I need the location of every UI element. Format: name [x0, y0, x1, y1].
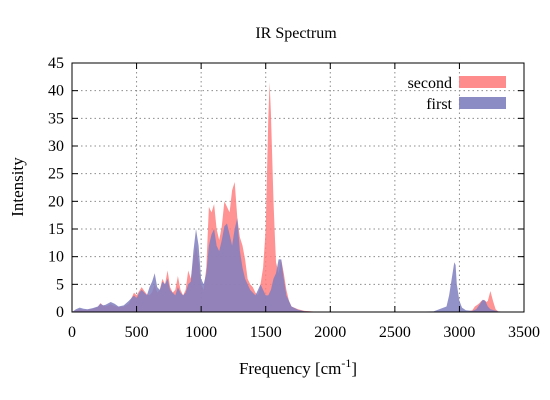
x-tick-labels: 0 500 1000 1500 2000 2500 3000 3500 [68, 324, 540, 341]
y-tick-label: 15 [48, 221, 64, 238]
x-axis-title: Frequency [cm-1] [239, 356, 357, 378]
axis-ticks [71, 62, 525, 313]
x-tick-label: 3500 [508, 324, 540, 341]
legend-swatch-second [459, 76, 506, 88]
legend-swatch-first [459, 97, 506, 109]
chart-title: IR Spectrum [255, 25, 337, 42]
y-tick-labels: 0 5 10 15 20 25 30 35 40 45 [48, 55, 64, 321]
legend-label-second: second [408, 75, 452, 92]
x-tick-label: 0 [68, 324, 76, 341]
y-tick-label: 5 [56, 276, 64, 293]
x-tick-label: 2500 [379, 324, 411, 341]
x-axis-title-superscript: -1 [341, 356, 351, 370]
grid-lines [72, 63, 524, 312]
y-tick-label: 0 [56, 304, 64, 321]
x-tick-label: 1000 [185, 324, 217, 341]
series-area-first [72, 217, 524, 312]
y-tick-label: 10 [48, 249, 64, 266]
x-tick-label: 2000 [314, 324, 346, 341]
x-tick-label: 3000 [443, 324, 475, 341]
y-tick-label: 20 [48, 193, 64, 210]
y-tick-label: 35 [48, 110, 64, 127]
plot-frame [71, 62, 525, 313]
y-tick-label: 45 [48, 55, 64, 72]
y-tick-label: 30 [48, 138, 64, 155]
x-tick-label: 1500 [250, 324, 282, 341]
y-tick-label: 40 [48, 83, 64, 100]
legend-label-first: first [426, 96, 452, 113]
x-tick-label: 500 [125, 324, 149, 341]
legend: second first [408, 75, 506, 113]
y-axis-title: Intensity [8, 157, 27, 217]
series-areas [72, 82, 524, 313]
y-tick-label: 25 [48, 166, 64, 183]
